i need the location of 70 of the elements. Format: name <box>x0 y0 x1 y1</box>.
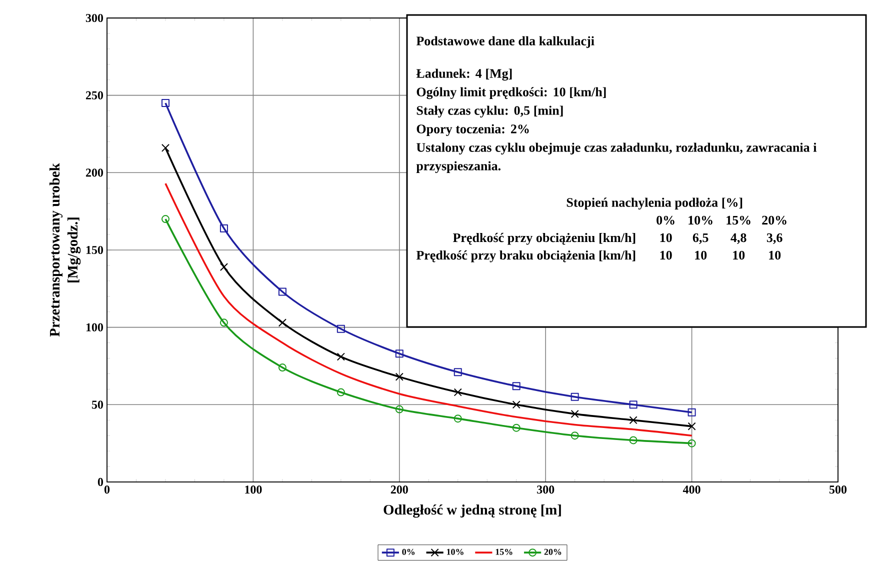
point <box>395 405 404 414</box>
annotation: Ładunek: 4 [Mg] <box>416 68 512 81</box>
annotation: Stały czas cyklu: 0,5 [min] <box>416 106 563 118</box>
x-axis-title: Odległość w jedną stronę [m] <box>384 504 561 518</box>
point <box>336 388 345 396</box>
y-tick-label: 200 <box>86 168 104 177</box>
point <box>220 318 228 327</box>
point <box>512 400 520 409</box>
point <box>454 414 462 423</box>
point <box>454 388 462 396</box>
y-tick-label: 50 <box>92 400 104 409</box>
point <box>454 368 462 376</box>
annotation: Stopień nachylenia podłoża [%] <box>566 198 742 210</box>
point <box>220 224 228 232</box>
annotation: 10 <box>733 250 745 260</box>
annotation: Ustalony czas cyklu obejmuje czas załadunku, rozładunku, zawracania i przyspieszania. <box>416 142 817 174</box>
y-axis-title: Przetransportowany urobek [Mg/godz.] <box>49 163 81 337</box>
point <box>278 288 286 296</box>
annotation: 10 <box>660 233 672 242</box>
point <box>570 392 579 401</box>
point <box>336 324 345 333</box>
point <box>688 439 696 448</box>
point <box>629 436 638 444</box>
annotation: 6,5 <box>692 233 708 244</box>
legend-label: 20% <box>544 548 562 555</box>
point <box>688 408 696 416</box>
annotation: 20% <box>762 216 786 225</box>
point <box>395 350 404 358</box>
x-tick-label: 0 <box>104 486 110 494</box>
point <box>570 410 579 418</box>
legend-label: 10% <box>446 548 464 555</box>
annotation: Prędkość przy obciążeniu [km/h] <box>452 232 636 245</box>
annotation: 3,6 <box>766 233 782 244</box>
point <box>278 364 286 372</box>
annotation: Podstawowe dane dla kalkulacji <box>416 36 594 48</box>
annotation: 10 <box>769 250 781 260</box>
y-tick-label: 100 <box>86 323 104 332</box>
annotation: 10% <box>688 216 712 225</box>
point <box>395 372 404 381</box>
y-tick-label: 250 <box>86 91 104 100</box>
annotation: Opory toczenia: 2% <box>416 124 529 136</box>
annotation: 10 <box>660 250 672 260</box>
point <box>512 382 520 390</box>
x-tick-label: 300 <box>537 486 554 494</box>
point <box>161 215 170 224</box>
point <box>629 400 638 409</box>
y-tick-label: 150 <box>86 246 104 254</box>
x-tick-label: 500 <box>829 486 847 494</box>
point <box>629 416 638 424</box>
point <box>512 424 520 432</box>
legend-label: 0% <box>402 548 415 555</box>
point <box>278 318 286 327</box>
point <box>161 144 170 152</box>
point <box>161 99 170 108</box>
y-tick-label: 300 <box>86 14 104 22</box>
point <box>336 352 345 361</box>
x-tick-label: 200 <box>390 486 408 494</box>
y-tick-label: 0 <box>98 478 104 486</box>
annotation: 10 <box>695 250 707 260</box>
annotation: 4,8 <box>730 233 746 244</box>
annotation: 0% <box>656 216 674 225</box>
point <box>688 422 696 430</box>
x-tick-label: 100 <box>245 486 262 494</box>
legend-label: 15% <box>496 548 512 555</box>
x-tick-label: 400 <box>682 486 700 494</box>
point <box>220 262 228 272</box>
point <box>570 432 579 440</box>
annotation: Ogólny limit prędkości: 10 [km/h] <box>416 87 606 100</box>
annotation: 15% <box>726 216 750 225</box>
annotation: Prędkość przy braku obciążenia [km/h] <box>416 250 636 262</box>
